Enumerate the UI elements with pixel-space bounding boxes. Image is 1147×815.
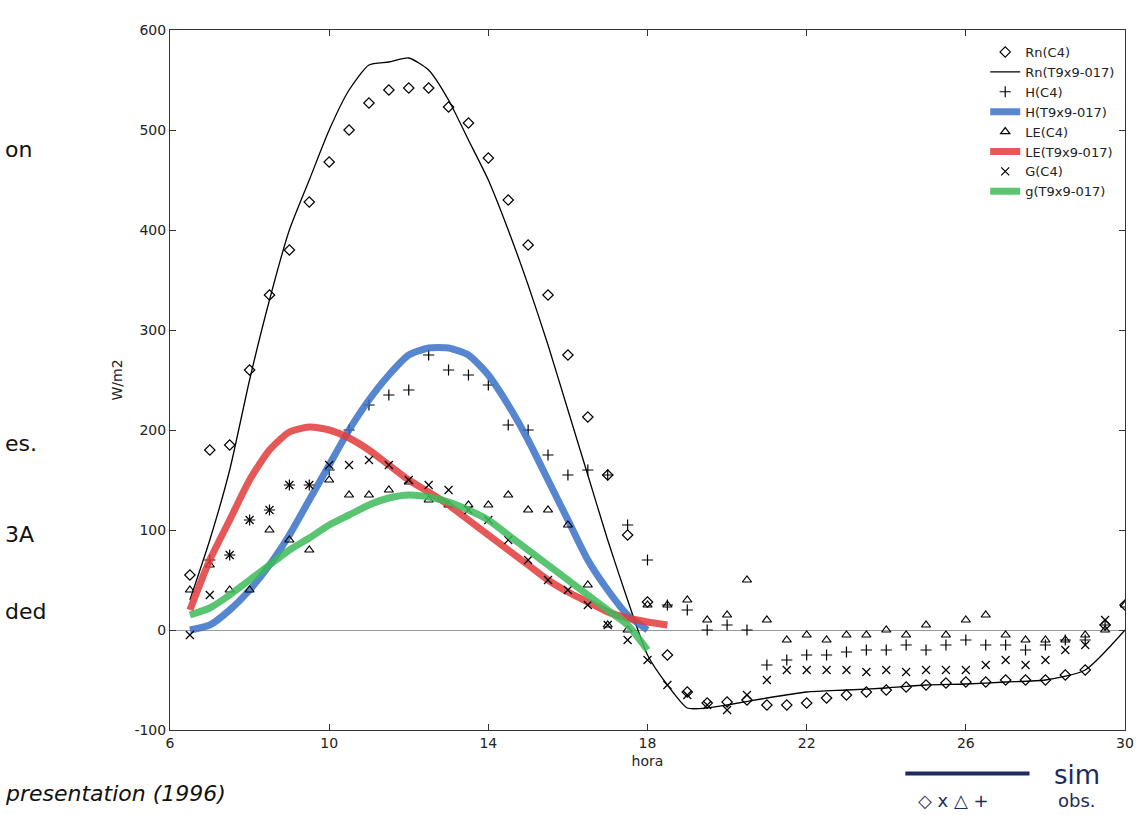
svg-text:100: 100 (139, 522, 166, 538)
svg-text:500: 500 (139, 122, 166, 138)
svg-text:ded: ded (5, 599, 46, 624)
svg-text:300: 300 (139, 322, 166, 338)
svg-text:6: 6 (166, 735, 175, 751)
svg-text:-100: -100 (134, 722, 166, 738)
svg-text:◇ x △ +: ◇ x △ + (918, 790, 989, 811)
svg-text:10: 10 (320, 735, 338, 751)
svg-text:H(C4): H(C4) (1025, 85, 1062, 100)
svg-text:hora: hora (632, 753, 664, 769)
svg-text:H(T9x9-017): H(T9x9-017) (1025, 105, 1107, 120)
svg-text:3A: 3A (5, 522, 34, 547)
svg-text:g(T9x9-017): g(T9x9-017) (1025, 184, 1105, 199)
svg-text:LE(C4): LE(C4) (1025, 125, 1068, 140)
svg-text:400: 400 (139, 222, 166, 238)
svg-text:W/m2: W/m2 (109, 359, 125, 400)
svg-text:sim: sim (1054, 760, 1100, 790)
svg-text:es.: es. (5, 431, 37, 456)
svg-text:22: 22 (798, 735, 816, 751)
svg-text:600: 600 (139, 22, 166, 38)
svg-text:0: 0 (157, 622, 166, 638)
svg-text:200: 200 (139, 422, 166, 438)
svg-text:26: 26 (957, 735, 975, 751)
svg-text:Rn(C4): Rn(C4) (1025, 45, 1070, 60)
svg-text:14: 14 (479, 735, 497, 751)
svg-text:obs.: obs. (1058, 790, 1096, 811)
svg-text:Rn(T9x9-017): Rn(T9x9-017) (1025, 65, 1114, 80)
svg-text:30: 30 (1116, 735, 1134, 751)
svg-text:18: 18 (639, 735, 657, 751)
svg-text:G(C4): G(C4) (1025, 164, 1063, 179)
svg-text:LE(T9x9-017): LE(T9x9-017) (1025, 145, 1112, 160)
svg-text:presentation (1996): presentation (1996) (5, 781, 226, 806)
svg-text:on: on (5, 137, 32, 162)
